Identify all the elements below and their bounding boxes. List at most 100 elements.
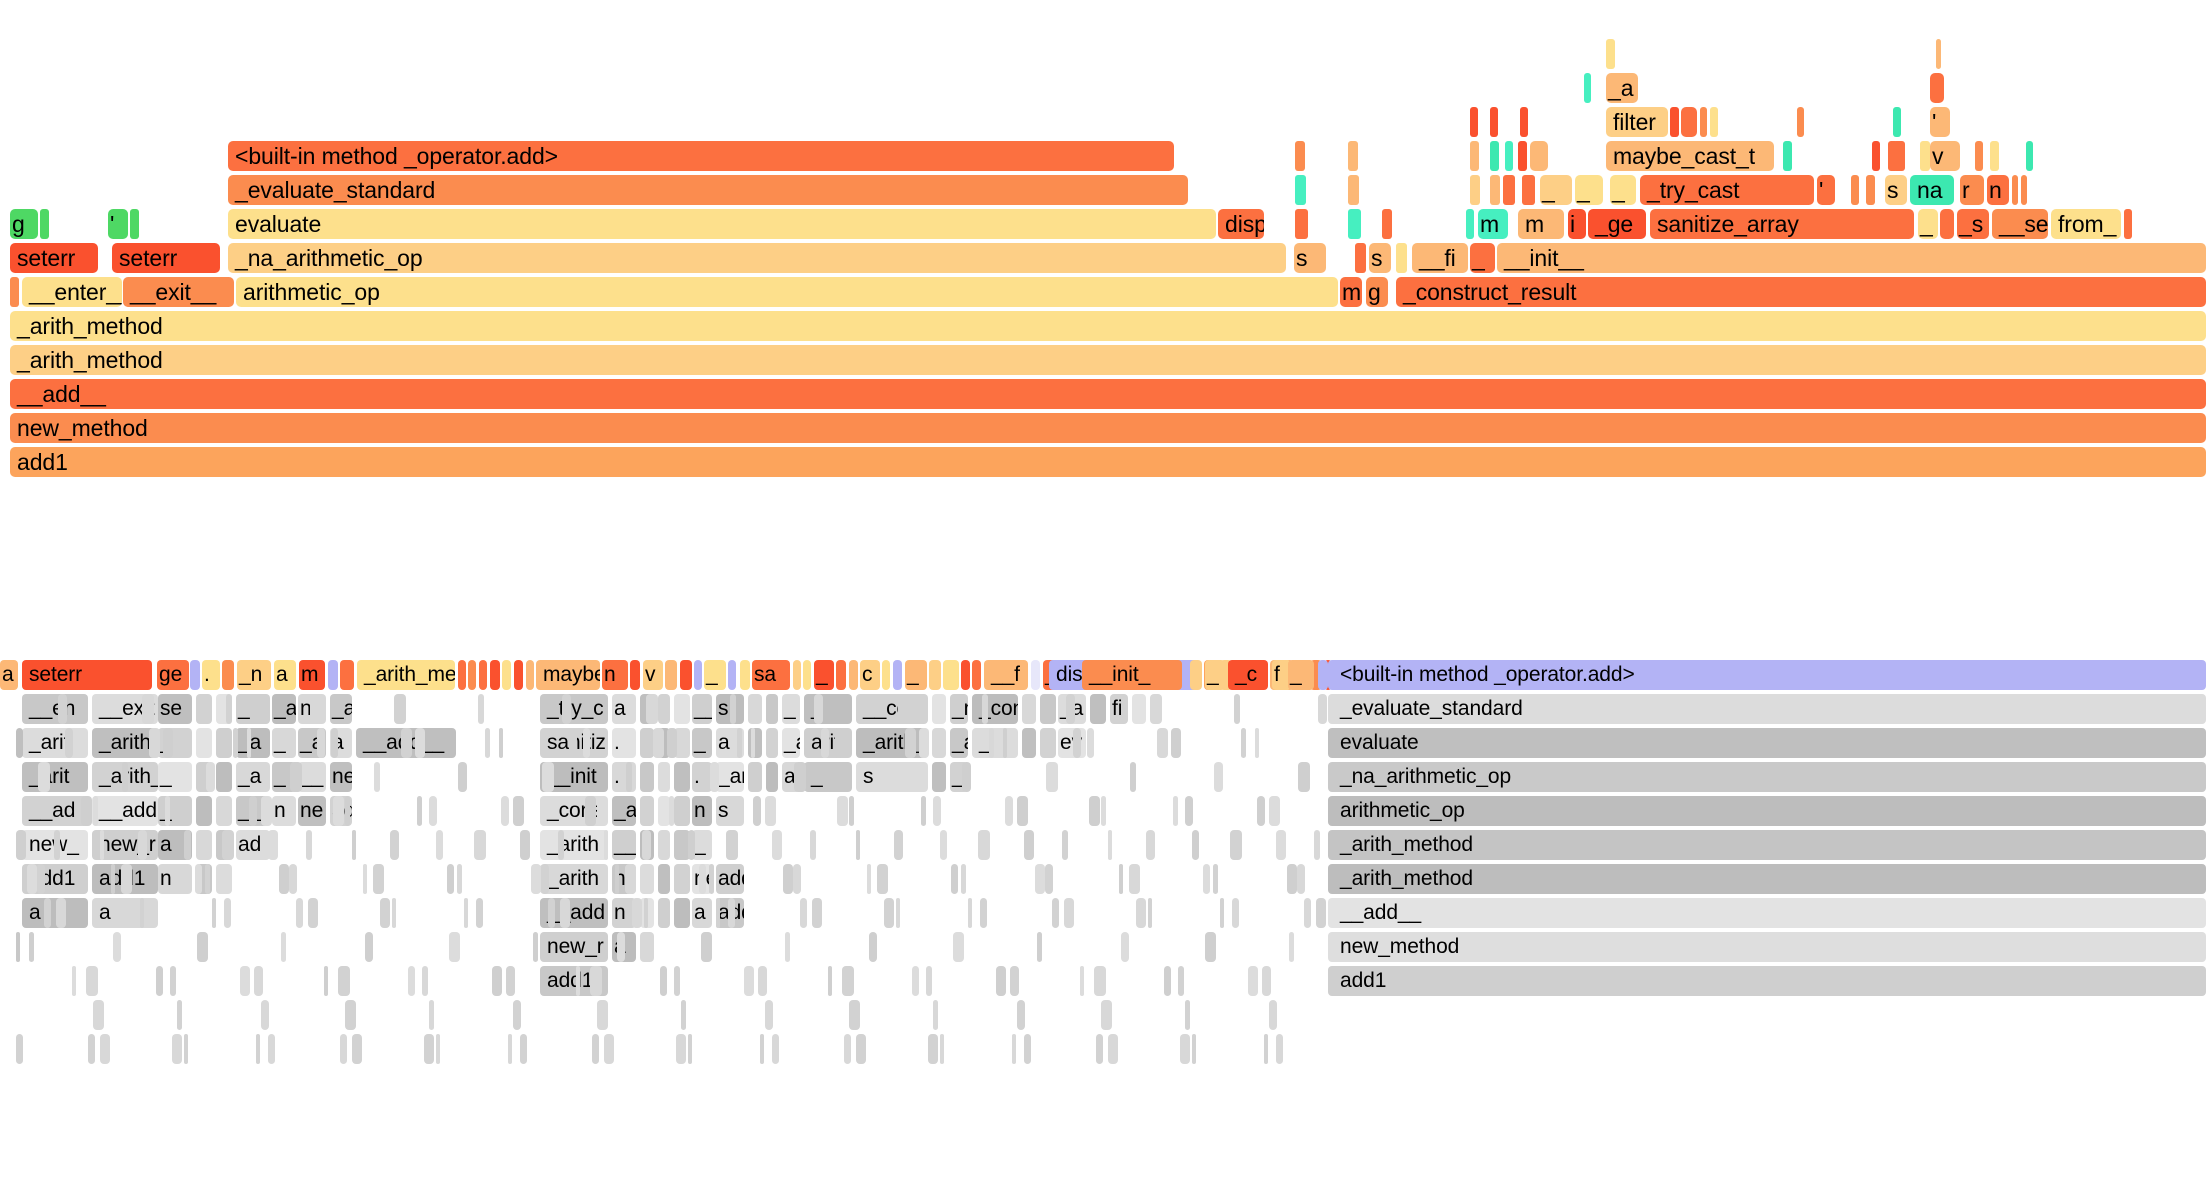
flame-frame[interactable] [1936, 39, 1941, 69]
flame-frame[interactable] [476, 898, 483, 928]
flame-frame[interactable] [558, 830, 564, 860]
flame-frame[interactable]: g [1366, 277, 1388, 307]
flame-frame-selected[interactable]: new_method [1328, 932, 2206, 962]
flame-frame[interactable] [1022, 728, 1036, 758]
flame-frame[interactable] [1355, 243, 1366, 273]
flame-frame[interactable] [478, 694, 484, 724]
flame-frame[interactable] [542, 762, 554, 792]
flame-frame[interactable] [760, 1034, 764, 1064]
flame-frame[interactable] [281, 932, 286, 962]
flame-frame[interactable] [932, 694, 946, 724]
flame-frame[interactable] [408, 966, 415, 996]
flame-frame[interactable] [548, 898, 555, 928]
flame-frame[interactable] [1851, 175, 1859, 205]
flame-frame[interactable] [1173, 796, 1178, 826]
flame-frame[interactable] [40, 209, 49, 239]
flame-frame[interactable] [1318, 660, 1328, 690]
flame-frame[interactable] [222, 660, 234, 690]
flame-frame[interactable]: g [10, 209, 38, 239]
flame-frame[interactable] [44, 898, 51, 928]
flame-frame[interactable] [170, 966, 176, 996]
flame-frame[interactable] [1295, 175, 1306, 205]
flame-frame[interactable]: _ [1610, 175, 1636, 205]
flame-frame[interactable] [1040, 694, 1056, 724]
flame-frame[interactable] [1205, 932, 1216, 962]
flame-frame[interactable]: <built-in method _operator.add> [228, 141, 1174, 171]
flame-frame[interactable] [16, 830, 26, 860]
flame-frame[interactable]: __exit__ [123, 277, 234, 307]
flame-frame[interactable]: filter [1606, 107, 1668, 137]
flame-frame[interactable]: a [92, 898, 158, 928]
flame-frame[interactable]: _ [704, 660, 726, 690]
flame-frame[interactable]: _ [814, 660, 834, 690]
flame-frame[interactable] [1080, 966, 1084, 996]
flame-frame[interactable] [1490, 175, 1500, 205]
flame-frame[interactable] [1022, 694, 1036, 724]
flame-frame[interactable] [100, 830, 104, 860]
flame-frame[interactable]: _ar [716, 762, 744, 792]
flame-frame[interactable] [660, 966, 667, 996]
flame-frame[interactable] [926, 966, 932, 996]
flame-frame[interactable] [896, 898, 900, 928]
flame-frame[interactable] [328, 660, 338, 690]
flame-frame[interactable] [1178, 966, 1184, 996]
flame-frame[interactable] [58, 694, 67, 724]
flame-frame[interactable] [1190, 660, 1202, 690]
flame-frame[interactable]: __ [612, 830, 636, 860]
flame-frame[interactable] [1232, 898, 1239, 928]
flame-frame[interactable] [744, 966, 754, 996]
flame-frame[interactable] [766, 762, 778, 792]
flame-frame-selected[interactable]: _arith_method [1328, 830, 2206, 860]
flame-frame[interactable] [1866, 175, 1875, 205]
flame-frame[interactable] [728, 660, 736, 690]
flame-frame[interactable] [674, 966, 680, 996]
flame-frame[interactable]: ' [1817, 175, 1835, 205]
flame-frame[interactable] [646, 694, 658, 724]
flame-frame[interactable]: _arith [540, 864, 608, 894]
flame-frame[interactable]: . [612, 728, 636, 758]
flame-frame[interactable] [928, 1034, 938, 1064]
flame-frame[interactable]: __enter__ [22, 277, 122, 307]
flame-frame[interactable] [1005, 796, 1013, 826]
flame-frame[interactable] [1157, 728, 1168, 758]
flame-frame[interactable] [1012, 1034, 1016, 1064]
flame-frame[interactable] [1783, 141, 1792, 171]
flame-frame[interactable] [961, 660, 970, 690]
flame-frame[interactable] [317, 728, 325, 758]
flame-frame[interactable]: __f [984, 660, 1028, 690]
flame-frame[interactable] [502, 660, 511, 690]
flame-frame[interactable]: n [158, 864, 192, 894]
flame-frame[interactable] [306, 830, 312, 860]
flame-frame[interactable] [1089, 796, 1100, 826]
flame-frame[interactable] [1010, 966, 1019, 996]
flame-frame[interactable] [38, 762, 50, 792]
flame-frame[interactable] [814, 694, 823, 724]
flame-frame[interactable] [1470, 175, 1480, 205]
flame-frame[interactable] [943, 660, 959, 690]
flame-frame[interactable] [1214, 762, 1223, 792]
flame-frame[interactable] [640, 762, 654, 792]
flame-frame[interactable]: _ [692, 728, 712, 758]
flame-frame[interactable] [1241, 728, 1246, 758]
flame-frame[interactable]: _ [236, 694, 270, 724]
flame-frame[interactable] [921, 796, 926, 826]
flame-frame[interactable] [951, 864, 958, 894]
flame-frame[interactable] [1024, 1034, 1031, 1064]
flame-frame[interactable] [541, 864, 549, 894]
flame-frame[interactable] [968, 898, 972, 928]
flame-frame[interactable] [113, 932, 121, 962]
flame-frame[interactable]: . [202, 660, 220, 690]
flame-frame[interactable]: __init_ [1082, 660, 1182, 690]
flame-frame[interactable] [1146, 830, 1155, 860]
flame-frame[interactable]: _arith_ [92, 728, 158, 758]
flame-frame[interactable] [699, 864, 706, 894]
flame-frame[interactable] [1185, 1000, 1190, 1030]
flame-frame[interactable] [1710, 107, 1718, 137]
flame-frame[interactable]: ad [236, 830, 270, 860]
flame-frame[interactable] [1304, 898, 1311, 928]
flame-frame[interactable] [479, 660, 487, 690]
flame-frame[interactable] [793, 660, 801, 690]
flame-frame[interactable] [184, 830, 191, 860]
flame-frame[interactable] [710, 762, 719, 792]
flame-frame[interactable]: na [1910, 175, 1954, 205]
